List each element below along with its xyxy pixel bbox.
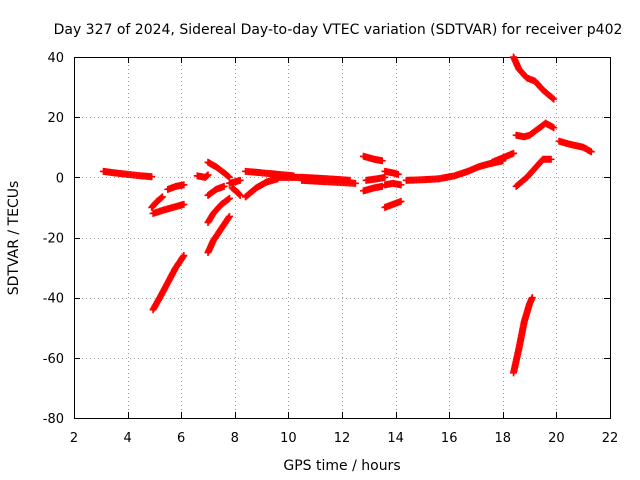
data-point	[236, 191, 244, 199]
x-tick-label: 12	[334, 431, 351, 446]
data-point	[397, 181, 405, 189]
chart-title: Day 327 of 2024, Sidereal Day-to-day VTE…	[54, 22, 623, 38]
series-arc-18	[359, 182, 386, 195]
points-layer	[99, 53, 595, 377]
x-tick-label: 8	[231, 431, 239, 446]
series-arc-12	[228, 184, 244, 199]
data-point	[394, 170, 402, 178]
data-point	[158, 193, 166, 201]
x-tick-label: 16	[441, 431, 458, 446]
data-point	[180, 181, 188, 189]
y-axis-label: SDTVAR / TECUs	[6, 181, 22, 296]
x-tick-label: 10	[280, 431, 297, 446]
data-point	[587, 148, 595, 156]
data-point	[549, 94, 557, 102]
y-tick-label: -20	[43, 232, 64, 247]
data-point	[225, 173, 233, 181]
y-tick-label: 20	[47, 111, 64, 126]
data-point	[225, 212, 233, 220]
series-arc-22	[381, 179, 405, 189]
data-point	[397, 197, 405, 205]
data-point	[179, 253, 187, 261]
y-tick-label: -40	[43, 292, 64, 307]
data-point	[224, 172, 232, 180]
data-point	[550, 124, 558, 132]
x-axis-label: GPS time / hours	[283, 458, 400, 474]
x-tick-label: 6	[177, 431, 185, 446]
series-arc-17	[359, 152, 386, 165]
series-arc-27	[512, 155, 555, 190]
data-point	[180, 200, 188, 208]
series-arc-08	[204, 182, 228, 199]
y-tick-label: -80	[43, 412, 64, 427]
x-tick-label: 4	[123, 431, 131, 446]
data-point	[148, 173, 156, 181]
series-arc-16	[298, 176, 359, 187]
x-tick-label: 20	[548, 431, 565, 446]
y-tick-label: 40	[47, 51, 64, 66]
series-arc-13	[242, 175, 282, 201]
series-arc-09	[204, 194, 233, 226]
data-point	[235, 190, 243, 198]
series-arc-28	[512, 119, 558, 141]
series-arc-29	[510, 53, 558, 103]
series-arc-06	[193, 171, 212, 181]
series-arc-05	[149, 252, 188, 314]
data-point	[204, 171, 212, 179]
data-point	[510, 149, 518, 157]
x-tick-label: 22	[602, 431, 619, 446]
x-tick-label: 2	[70, 431, 78, 446]
data-point	[378, 157, 386, 165]
data-point	[351, 179, 359, 187]
data-point	[224, 195, 232, 203]
series-arc-20	[381, 167, 402, 178]
data-point	[528, 294, 536, 302]
data-point	[550, 95, 558, 103]
series-arc-19	[362, 173, 389, 184]
data-point	[220, 182, 228, 190]
series-arc-26	[510, 294, 536, 377]
x-tick-label: 14	[387, 431, 404, 446]
data-point	[547, 155, 555, 163]
data-point	[236, 176, 244, 184]
data-point	[381, 173, 389, 181]
series-arc-01	[99, 167, 156, 181]
data-point	[225, 194, 233, 202]
y-tick-label: 0	[56, 171, 64, 186]
grid-layer	[74, 57, 610, 418]
series-arc-25	[488, 149, 518, 166]
x-tick-label: 18	[495, 431, 512, 446]
data-point	[225, 214, 233, 222]
series-arc-07	[204, 158, 233, 181]
y-tick-label: -60	[43, 352, 64, 367]
series-arc-03	[164, 181, 188, 193]
data-point	[157, 194, 165, 202]
tick-layer: 2 4 6 8 10 12 14 16 18 20 22 -80 -60 -40 -20 0 20 40	[43, 51, 619, 446]
series-arc-30	[555, 137, 595, 156]
series-arc-21	[381, 197, 405, 211]
series-arc-10	[204, 212, 233, 257]
data-point	[203, 172, 211, 180]
series-arc-02	[148, 193, 166, 211]
data-point	[180, 252, 188, 260]
series-arc-04	[149, 200, 188, 217]
